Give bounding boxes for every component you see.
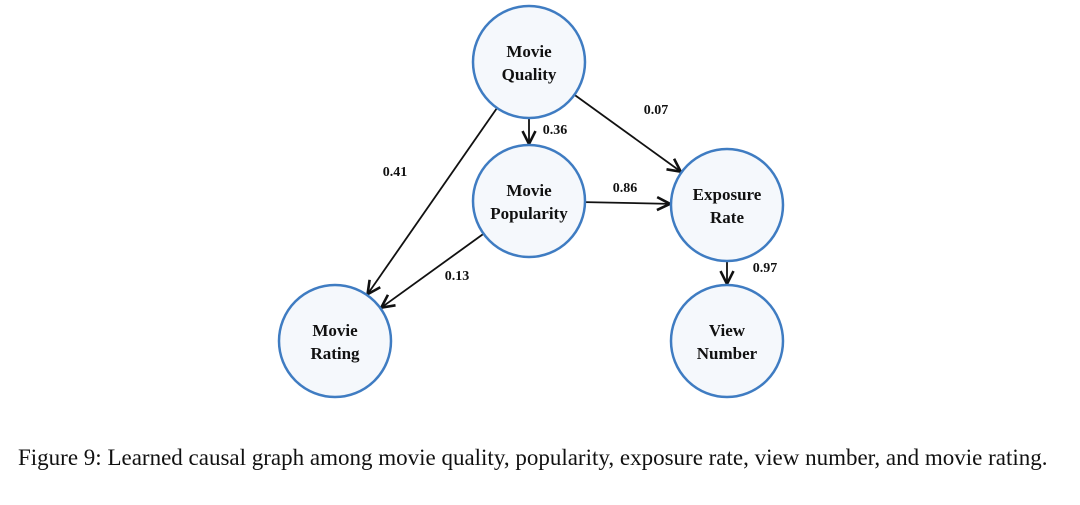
edge-weight-label: 0.41 (383, 165, 408, 180)
node-label: Quality (502, 65, 557, 84)
edge-weight-label: 0.86 (613, 181, 638, 196)
node-circle (669, 283, 785, 399)
node-label: Movie (506, 42, 552, 61)
figure-caption: Figure 9: Learned causal graph among mov… (18, 445, 1048, 470)
node-label: Number (697, 344, 758, 363)
node-circle (669, 147, 785, 263)
edge-weight-label: 0.13 (445, 269, 470, 284)
node-label: Movie (506, 181, 552, 200)
node-label: Rate (710, 208, 744, 227)
node-circle (471, 143, 587, 259)
node-label: Exposure (693, 185, 762, 204)
edge-quality-to-rating (368, 107, 498, 294)
edge-weight-label: 0.97 (753, 261, 778, 276)
edge-weight-label: 0.07 (644, 103, 669, 118)
node-rating: Movie Rating (277, 283, 393, 399)
node-quality: Movie Quality (471, 4, 587, 120)
node-circle (277, 283, 393, 399)
node-label: View (709, 321, 746, 340)
causal-graph: 0.360.070.410.860.130.97 MovieQualityMov… (277, 4, 785, 399)
edge-popularity-to-exposure (584, 202, 670, 204)
node-label: Popularity (490, 204, 568, 223)
edge-quality-to-exposure (573, 94, 680, 172)
node-exposure: Exposure Rate (669, 147, 785, 263)
node-label: Rating (310, 344, 360, 363)
edge-weight-label: 0.36 (543, 123, 568, 138)
node-view: View Number (669, 283, 785, 399)
edge-popularity-to-rating (381, 233, 485, 308)
node-circle (471, 4, 587, 120)
node-popularity: Movie Popularity (471, 143, 587, 259)
node-label: Movie (312, 321, 358, 340)
